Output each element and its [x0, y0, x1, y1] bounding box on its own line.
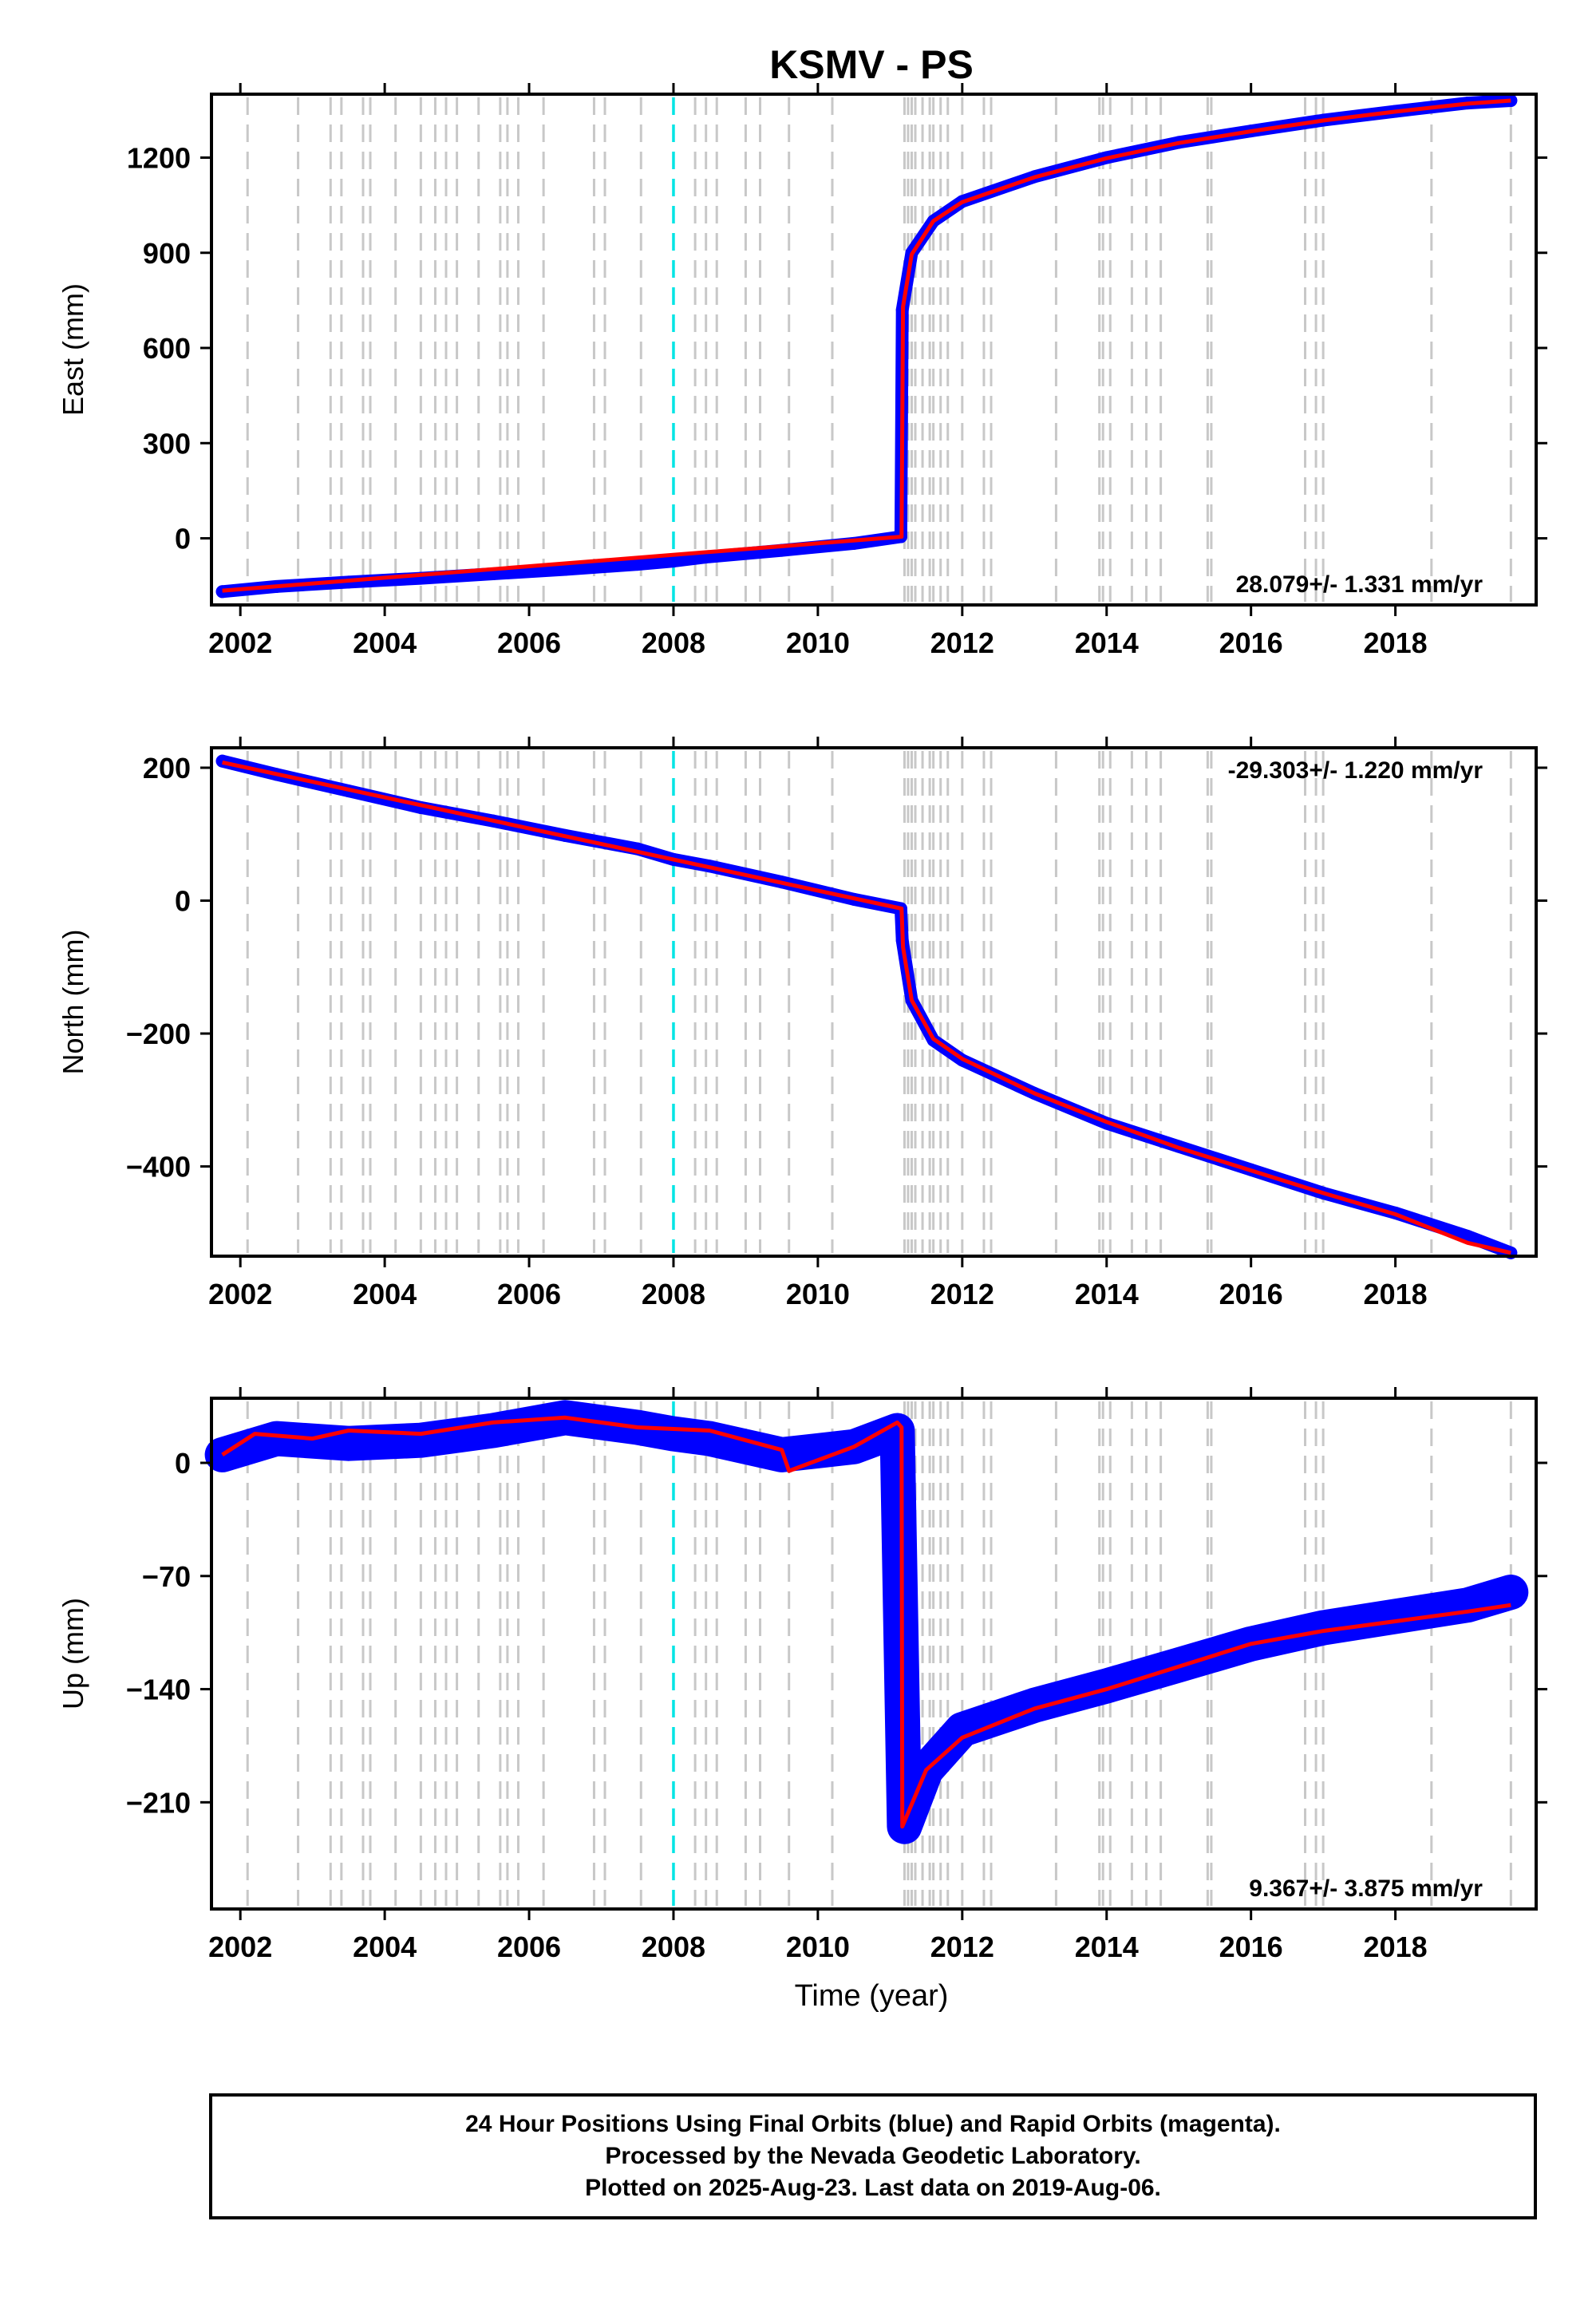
- x-tick-label: 2008: [642, 1278, 705, 1310]
- x-tick-label: 2008: [642, 626, 705, 659]
- y-tick-label: −140: [126, 1674, 191, 1706]
- plot-frame: [210, 746, 1538, 1258]
- final-orbit-point-14: [954, 1722, 970, 1737]
- y-tick-label: −70: [142, 1560, 191, 1593]
- x-tick-label: 2012: [930, 626, 994, 659]
- final-orbit-point-8: [702, 1431, 717, 1446]
- final-orbit-point-4: [485, 1423, 500, 1438]
- x-tick-label: 2012: [930, 1278, 994, 1310]
- y-tick-label: −210: [126, 1786, 191, 1819]
- x-tick-label: 2018: [1364, 1278, 1428, 1310]
- north-panel: −400 −200 0 200 2002 2004 2006 2008 2010 2012 2014…: [57, 737, 1547, 1310]
- final-orbit-point-7: [666, 555, 680, 568]
- model-fit-line: [221, 1415, 1511, 1829]
- final-orbit-point-3: [413, 1433, 429, 1448]
- y-tick-label: 900: [143, 237, 191, 270]
- plot-frame: [210, 1397, 1538, 1911]
- velocity-label: 28.079+/- 1.331 mm/yr: [1236, 571, 1483, 598]
- caption-line-3: Plotted on 2025-Aug-23. Last data on 201…: [585, 2175, 1161, 2201]
- x-tick-label: 2012: [930, 1931, 994, 1963]
- y-tick-label: 300: [143, 427, 191, 460]
- x-tick-label: 2004: [353, 1278, 417, 1310]
- y-tick-label: 0: [175, 523, 191, 555]
- velocity-label: -29.303+/- 1.220 mm/yr: [1228, 757, 1483, 784]
- final-orbit-point-21: [1460, 1598, 1476, 1613]
- x-tick-label: 2002: [208, 1278, 272, 1310]
- final-orbit-point-0: [215, 754, 229, 768]
- x-tick-label: 2006: [497, 626, 561, 659]
- x-tick-label: 2010: [786, 626, 850, 659]
- final-orbit-point-6: [630, 558, 644, 571]
- x-tick-label: 2014: [1075, 1931, 1139, 1963]
- final-orbit-point-22: [1503, 1585, 1519, 1600]
- caption-line-1: 24 Hour Positions Using Final Orbits (bl…: [465, 2111, 1281, 2137]
- y-axis-label: East (mm): [57, 283, 89, 416]
- x-tick-label: 2004: [353, 1931, 417, 1963]
- y-tick-label: 1200: [127, 142, 191, 175]
- x-tick-label: 2008: [642, 1931, 705, 1963]
- caption-line-2: Processed by the Nevada Geodetic Laborat…: [605, 2143, 1140, 2169]
- velocity-label: 9.367+/- 3.875 mm/yr: [1249, 1875, 1483, 1902]
- plot-frame: [210, 93, 1538, 607]
- x-tick-label: 2014: [1075, 1278, 1139, 1310]
- final-orbit-positions-band: [215, 754, 1518, 1259]
- y-tick-label: −200: [126, 1018, 191, 1050]
- final-orbit-point-23: [1504, 93, 1518, 107]
- x-tick-label: 2018: [1364, 626, 1428, 659]
- x-tick-label: 2014: [1075, 626, 1139, 659]
- y-tick-label: −400: [126, 1151, 191, 1184]
- x-tick-label: 2006: [497, 1278, 561, 1310]
- x-tick-label: 2010: [786, 1931, 850, 1963]
- y-tick-label: 600: [143, 332, 191, 365]
- x-tick-label: 2016: [1219, 626, 1283, 659]
- final-orbit-positions-band: [215, 94, 1518, 599]
- x-tick-label: 2016: [1219, 1278, 1283, 1310]
- caption-frame: [209, 2093, 1537, 2219]
- y-tick-label: 200: [143, 752, 191, 785]
- x-tick-label: 2002: [208, 1931, 272, 1963]
- final-orbit-positions-band: [204, 1400, 1529, 1844]
- final-orbit-point-5: [559, 563, 572, 576]
- y-axis-label: Up (mm): [57, 1598, 89, 1709]
- final-orbit-point-2: [341, 1436, 356, 1451]
- y-tick-label: 0: [175, 1447, 191, 1480]
- x-tick-label: 2010: [786, 1278, 850, 1310]
- chart-title: KSMV - PS: [769, 42, 974, 87]
- x-tick-label: 2004: [353, 626, 417, 659]
- model-fit-line: [222, 760, 1511, 1255]
- caption-box: 24 Hour Positions Using Final Orbits (bl…: [209, 2093, 1537, 2219]
- x-tick-label: 2018: [1364, 1931, 1428, 1963]
- y-axis-label: North (mm): [57, 930, 89, 1075]
- x-axis-label: Time (year): [795, 1979, 949, 2013]
- y-tick-label: 0: [175, 885, 191, 918]
- up-panel: −210 −140 −70 0 2002 2004 2006 2008 2010 2012 2014…: [57, 1387, 1547, 1963]
- east-panel: 0 300 600 900 1200 2002 2004 2006 2008 2010 2012 20…: [57, 83, 1547, 659]
- x-tick-label: 2006: [497, 1931, 561, 1963]
- model-fit-line: [222, 98, 1511, 593]
- x-tick-label: 2016: [1219, 1931, 1283, 1963]
- x-tick-label: 2002: [208, 626, 272, 659]
